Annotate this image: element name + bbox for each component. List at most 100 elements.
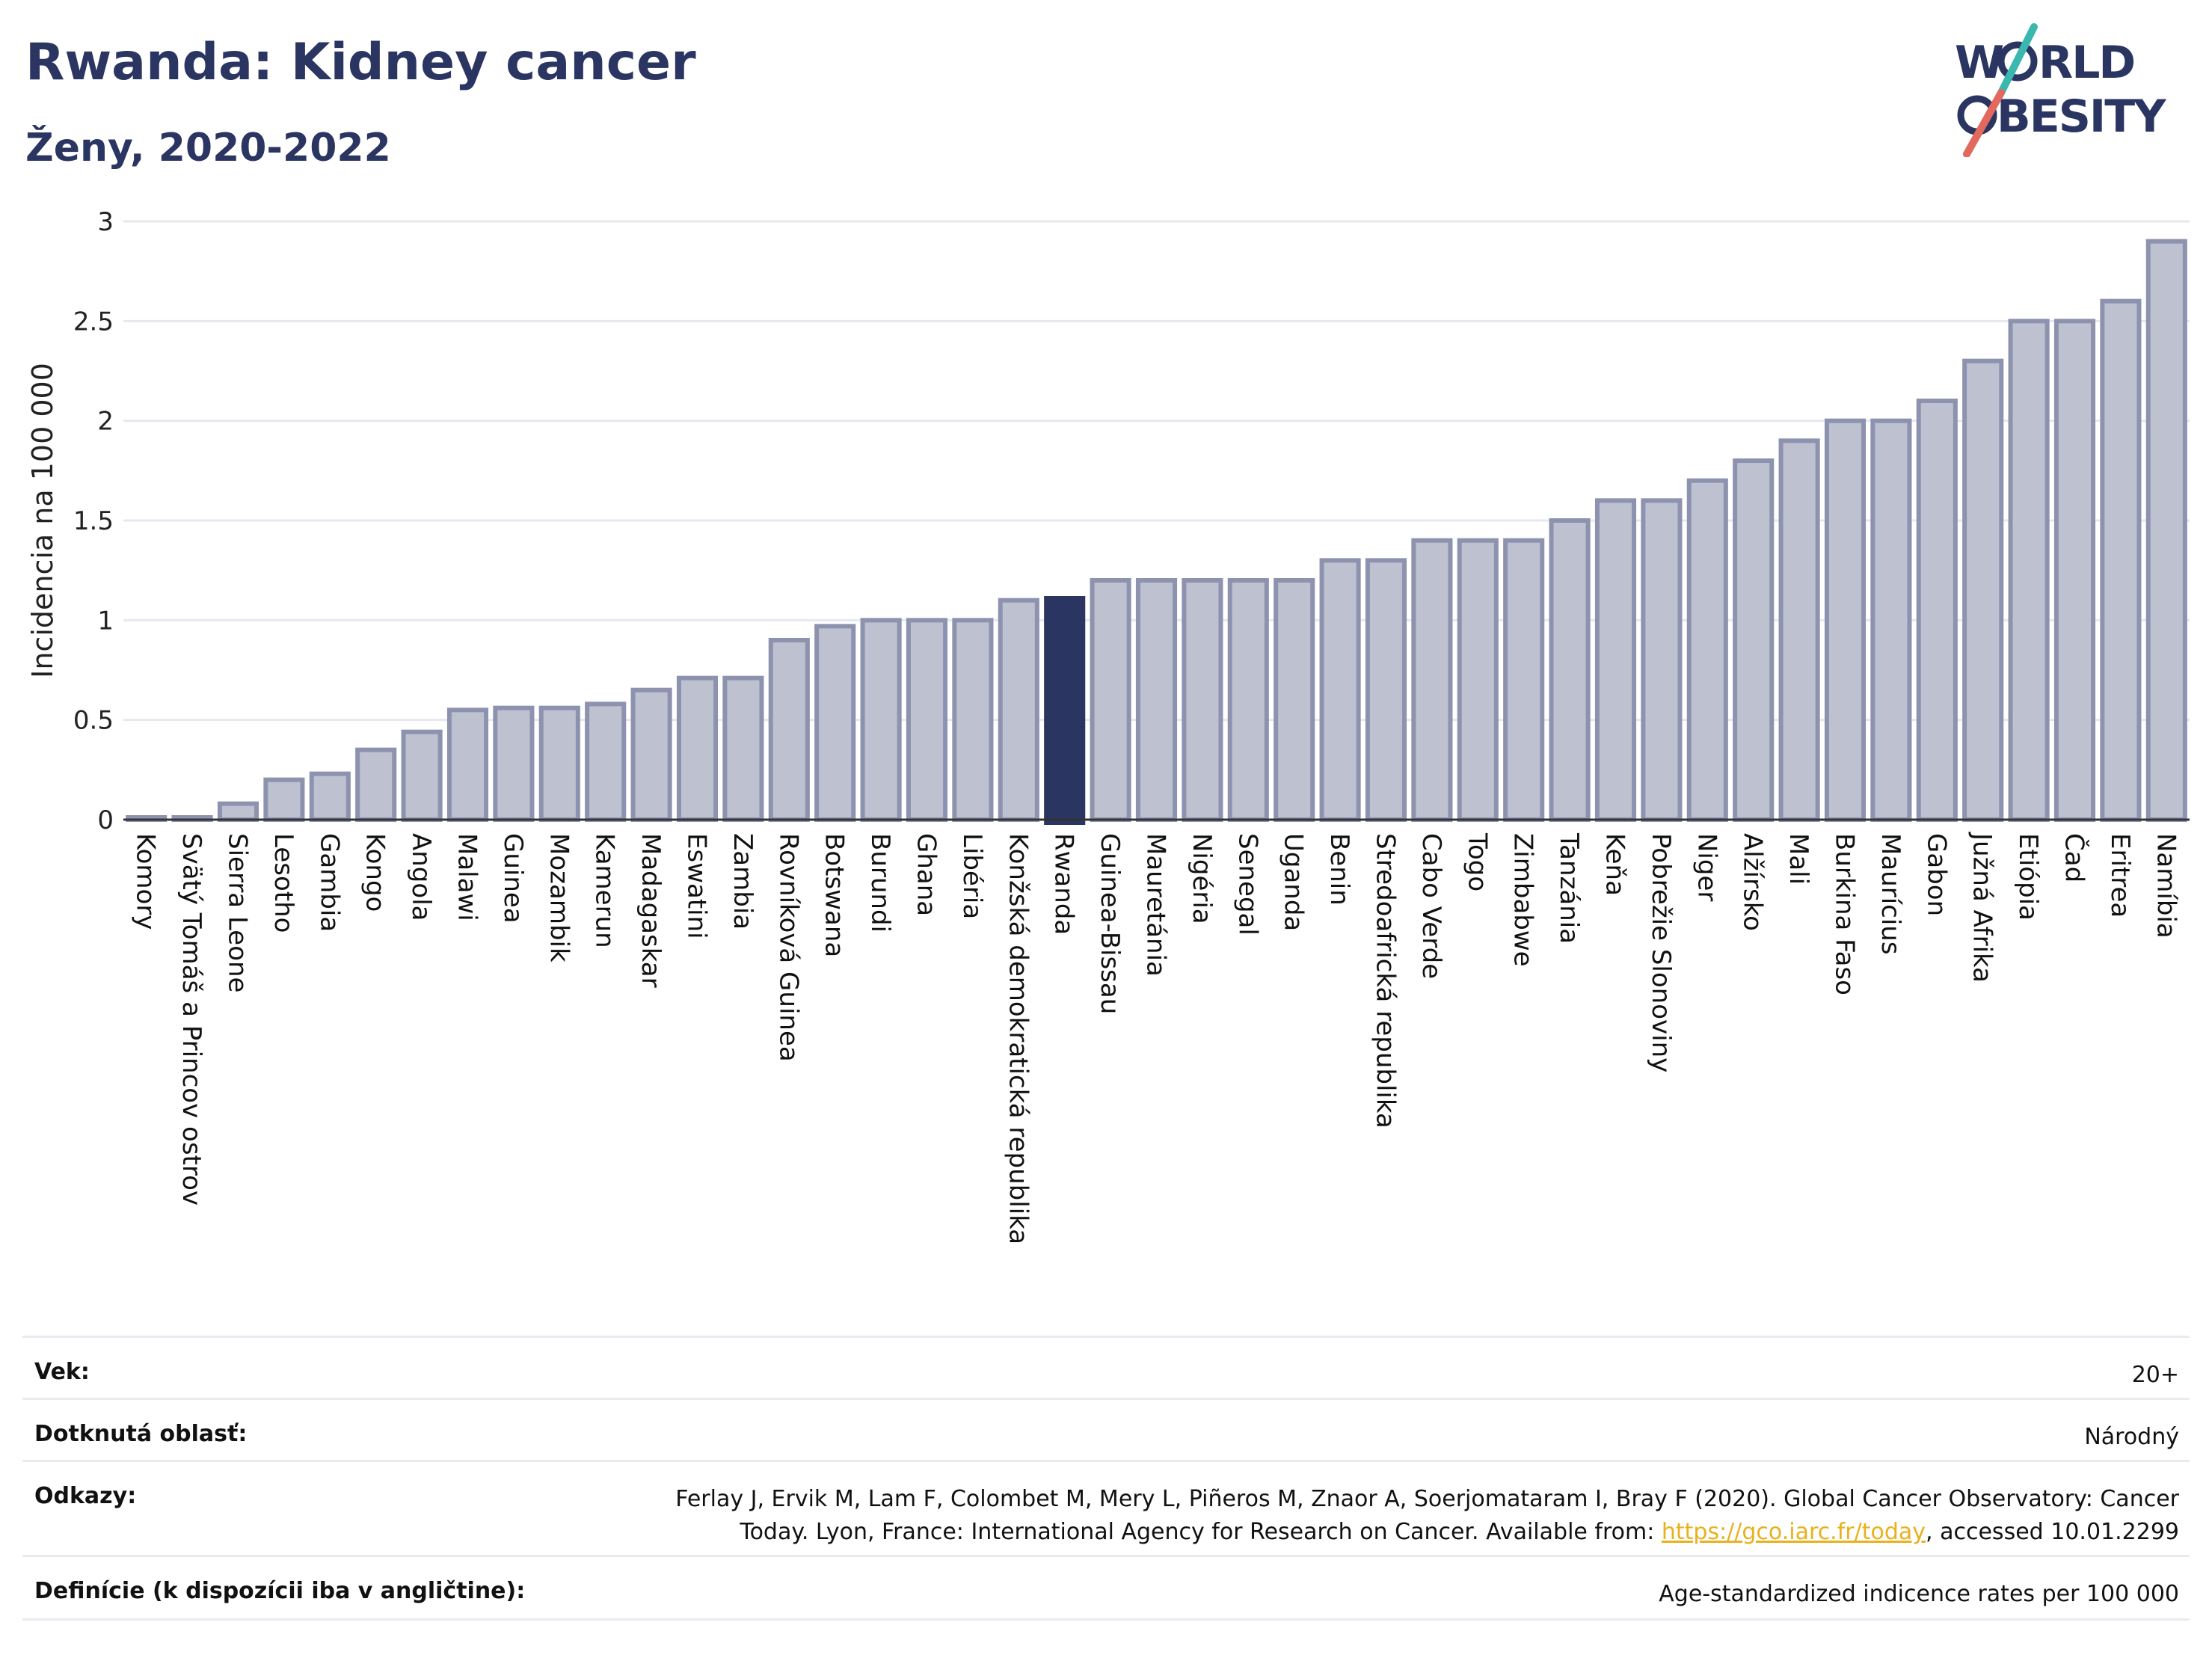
bar xyxy=(814,624,856,822)
x-tick-label: Alžírsko xyxy=(1738,833,1768,931)
bar xyxy=(263,777,305,822)
bar xyxy=(1319,558,1361,822)
world-obesity-logo: W RLD BESITY xyxy=(1955,23,2169,157)
bar xyxy=(1457,538,1499,823)
bar xyxy=(1503,538,1545,823)
x-tick-label: Benin xyxy=(1324,833,1354,906)
bar xyxy=(538,705,580,823)
bar xyxy=(1549,518,1591,822)
x-tick-label: Mali xyxy=(1784,833,1813,885)
x-tick-label: Rwanda xyxy=(1049,833,1079,935)
bar xyxy=(630,687,672,823)
svg-text:W: W xyxy=(1955,37,2003,89)
bar xyxy=(493,705,535,823)
x-tick-label: Eritrea xyxy=(2105,833,2135,918)
bar xyxy=(217,801,259,822)
x-tick-label: Senegal xyxy=(1232,833,1262,936)
bar xyxy=(722,675,764,823)
bar xyxy=(1227,578,1269,822)
y-tick-label: 2 xyxy=(97,407,114,437)
x-tick-label: Botswana xyxy=(820,833,850,957)
chart-title: Rwanda: Kidney cancer xyxy=(25,33,696,92)
y-tick-label: 1 xyxy=(97,606,114,636)
x-tick-label: Gambia xyxy=(314,833,344,932)
x-tick-label: Uganda xyxy=(1279,833,1309,931)
references-link[interactable]: https://gco.iarc.fr/today xyxy=(1661,1519,1926,1545)
bar xyxy=(1411,538,1453,823)
x-tick-label: Guinea xyxy=(498,833,528,924)
x-tick-label: Guinea-Bissau xyxy=(1095,833,1125,1014)
x-tick-label: Komory xyxy=(131,833,161,930)
x-tick-label: Čad xyxy=(2059,833,2090,882)
y-tick-label: 0 xyxy=(97,805,114,835)
chart-subtitle: Ženy, 2020-2022 xyxy=(25,126,391,171)
bar xyxy=(906,618,948,822)
area-value: Národný xyxy=(2084,1424,2179,1450)
x-tick-label: Eswatini xyxy=(682,833,712,939)
bar xyxy=(1182,578,1223,822)
bar xyxy=(1916,399,1958,822)
bar xyxy=(1641,498,1683,822)
x-tick-label: Tanzánia xyxy=(1554,832,1584,944)
bar xyxy=(2053,319,2096,823)
bar xyxy=(1044,596,1086,825)
bar xyxy=(1870,418,1912,822)
x-tick-label: Zambia xyxy=(728,833,758,930)
x-tick-label: Cabo Verde xyxy=(1416,833,1446,979)
x-tick-label: Keňa xyxy=(1600,833,1630,896)
bar xyxy=(1733,458,1775,822)
x-tick-label: Kamerun xyxy=(590,833,620,948)
references-line-1: Ferlay J, Ervik M, Lam F, Colombet M, Me… xyxy=(675,1486,2179,1512)
definitions-label: Definície (k dispozícii iba v angličtine… xyxy=(34,1578,526,1604)
bar xyxy=(309,771,351,822)
age-value: 20+ xyxy=(2131,1362,2179,1388)
bar xyxy=(446,707,489,822)
y-axis-label: Incidencia na 100 000 xyxy=(26,363,59,678)
bar xyxy=(1686,478,1728,823)
definitions-value: Age-standardized indicence rates per 100… xyxy=(1659,1581,2179,1607)
x-tick-label: Svätý Tomáš a Princov ostrov xyxy=(176,833,206,1206)
x-tick-label: Nigéria xyxy=(1187,833,1217,924)
age-label: Vek: xyxy=(34,1359,90,1385)
x-tick-label: Lesotho xyxy=(268,833,298,933)
x-tick-label: Ghana xyxy=(912,833,941,916)
bar xyxy=(1090,578,1131,822)
x-tick-label: Pobrežie Slonoviny xyxy=(1646,833,1676,1072)
references-value: Ferlay J, Ervik M, Lam F, Colombet M, Me… xyxy=(675,1483,2179,1549)
x-tick-label: Rovníková Guinea xyxy=(773,833,803,1062)
svg-text:BESITY: BESITY xyxy=(1997,90,2167,143)
bar-chart: 0 0.5 1 1.5 2 2.5 3 Incidencia na 100 000 Komory… xyxy=(26,207,2190,1244)
bar xyxy=(860,618,902,822)
bar xyxy=(1365,558,1407,822)
x-tick-label: Etiópia xyxy=(2013,833,2043,921)
x-tick-label: Maurícius xyxy=(1875,833,1905,955)
bar xyxy=(998,598,1039,823)
bar xyxy=(768,638,810,822)
references-label: Odkazy: xyxy=(34,1483,137,1509)
info-row-references: Odkazy: Ferlay J, Ervik M, Lam F, Colomb… xyxy=(22,1460,2190,1555)
info-table: Vek: 20+ Dotknutá oblasť: Národný Odkazy… xyxy=(22,1336,2190,1621)
bar xyxy=(1274,578,1315,822)
bar xyxy=(585,701,627,822)
x-tick-label: Gabon xyxy=(1921,833,1951,916)
bar xyxy=(401,729,443,823)
x-tick-label: Angola xyxy=(406,833,436,921)
x-tick-label: Libéria xyxy=(957,833,987,919)
x-tick-label: Kongo xyxy=(360,833,390,912)
x-tick-label: Mozambik xyxy=(544,833,574,962)
x-tick-label: Burkina Faso xyxy=(1830,833,1860,995)
bar xyxy=(2100,298,2142,822)
info-row-area: Dotknutá oblasť: Národný xyxy=(22,1398,2190,1460)
x-tick-label: Južná Afrika xyxy=(1967,832,1997,983)
info-row-age: Vek: 20+ xyxy=(22,1336,2190,1398)
y-tick-label: 2.5 xyxy=(73,307,114,337)
bar xyxy=(2145,239,2187,822)
bar xyxy=(355,747,397,823)
bar xyxy=(676,675,719,823)
bar xyxy=(1962,358,2004,822)
x-tick-label: Mauretánia xyxy=(1141,833,1171,977)
x-tick-label: Konžská demokratická republika xyxy=(1003,833,1033,1244)
y-tick-label: 1.5 xyxy=(73,506,114,536)
references-line-2-end: , accessed 10.01.2299 xyxy=(1926,1519,2179,1545)
x-tick-label: Togo xyxy=(1462,832,1492,891)
